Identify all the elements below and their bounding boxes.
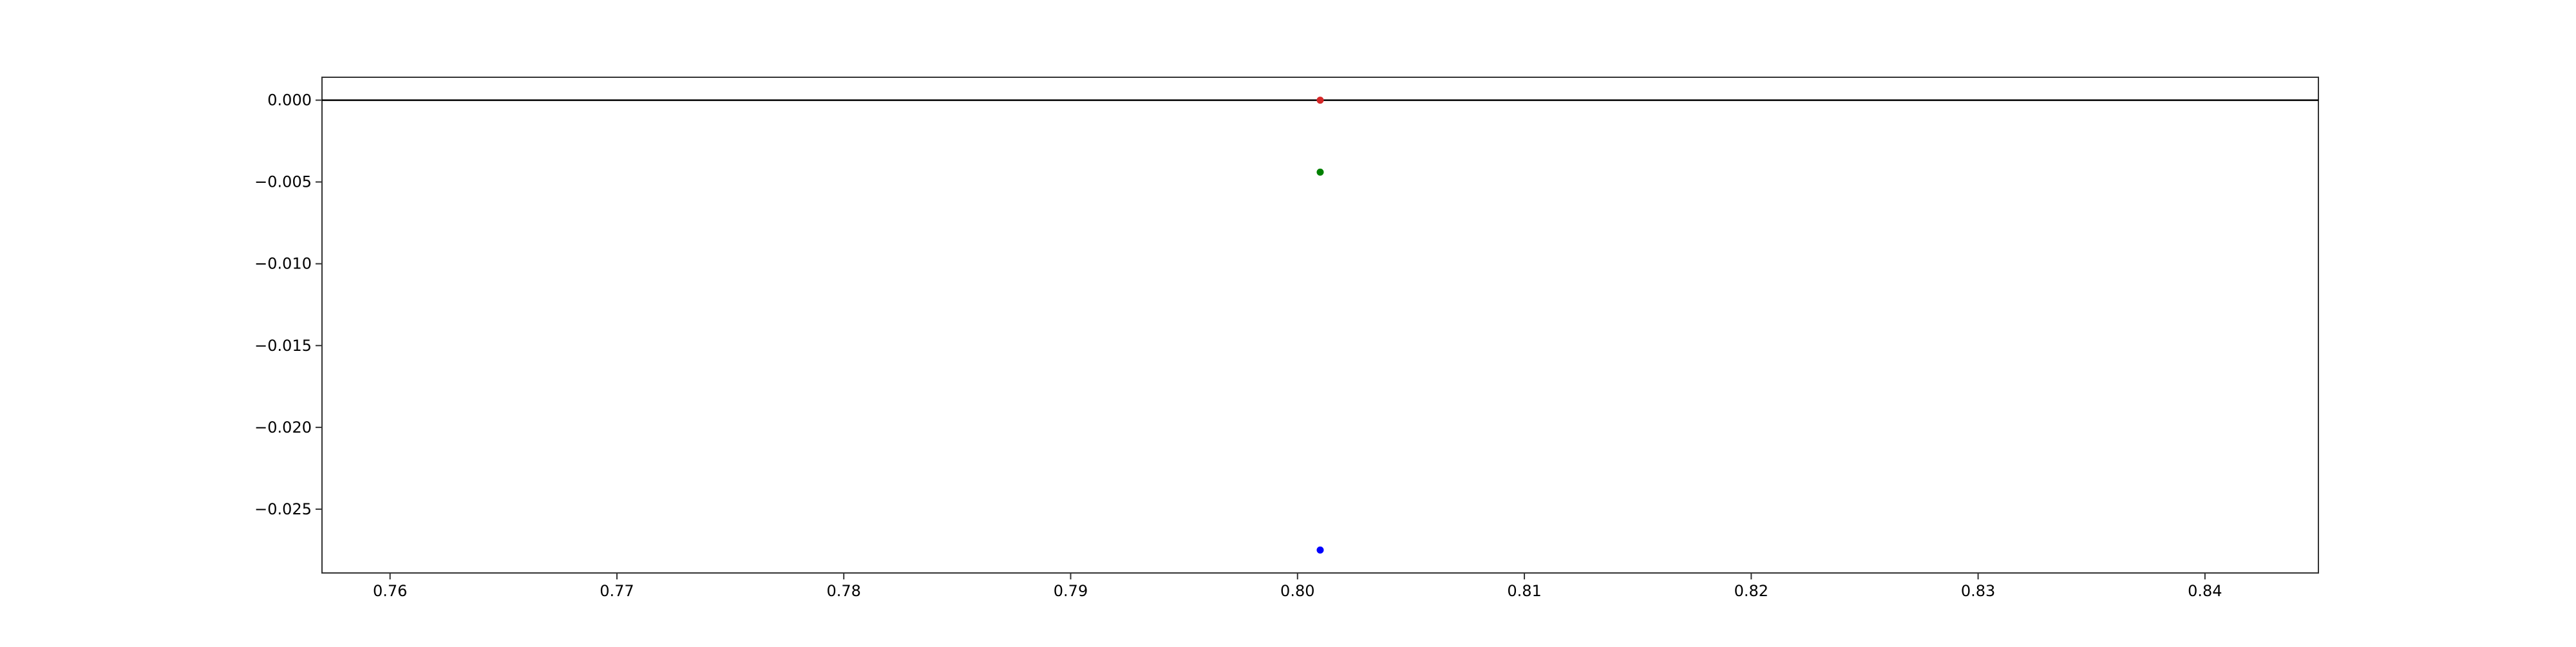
x-tick-label: 0.76 [373,582,407,600]
x-tick-label: 0.84 [2188,582,2222,600]
x-tick-label: 0.78 [827,582,861,600]
data-point [1316,546,1324,554]
x-tick-label: 0.81 [1507,582,1541,600]
x-tick-label: 0.83 [1961,582,1995,600]
data-point [1316,97,1324,104]
x-tick-label: 0.79 [1054,582,1088,600]
y-tick-label: −0.020 [254,418,312,436]
x-tick-label: 0.82 [1734,582,1768,600]
y-tick-label: −0.010 [254,255,312,273]
plot-area [321,77,2319,574]
y-tick-label: −0.025 [254,500,312,518]
x-tick-label: 0.80 [1280,582,1314,600]
data-points [1316,97,1324,554]
y-tick-label: −0.015 [254,337,312,355]
x-tick-label: 0.77 [600,582,634,600]
y-tick-label: 0.000 [267,91,312,109]
y-tick-label: −0.005 [254,173,312,191]
y-axis: 0.000 −0.005 −0.010 −0.015 −0.020 −0.025 [254,91,322,518]
x-axis: 0.76 0.77 0.78 0.79 0.80 0.81 0.82 0.83 0.84 [373,573,2222,600]
data-point [1316,168,1324,176]
